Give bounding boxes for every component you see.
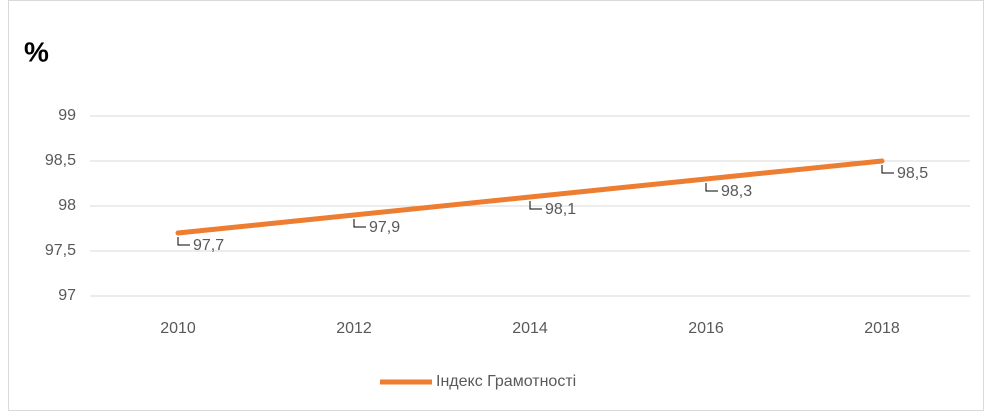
chart-title: % [24,36,49,67]
y-tick-label: 97,5 [45,242,76,259]
label-leader [353,219,366,228]
data-label: 98,1 [545,201,576,218]
label-leader [881,165,894,174]
y-tick-label: 97 [58,287,76,304]
label-leader [177,237,190,246]
label-leader [705,183,718,192]
data-label: 98,3 [721,183,752,200]
y-tick-label: 98 [58,197,76,214]
line-series [175,158,885,236]
label-leader [529,201,542,210]
legend-label: Індекс Грамотності [436,373,576,390]
x-tick-label: 2018 [864,320,900,337]
x-tick-label: 2010 [160,320,196,337]
y-tick-label: 98,5 [45,152,76,169]
data-label: 98,5 [897,165,928,182]
y-tick-label: 99 [58,107,76,124]
x-tick-label: 2012 [336,320,372,337]
data-label: 97,7 [193,237,224,254]
x-tick-label: 2014 [512,320,548,337]
data-label: 97,9 [369,219,400,236]
x-tick-label: 2016 [688,320,724,337]
